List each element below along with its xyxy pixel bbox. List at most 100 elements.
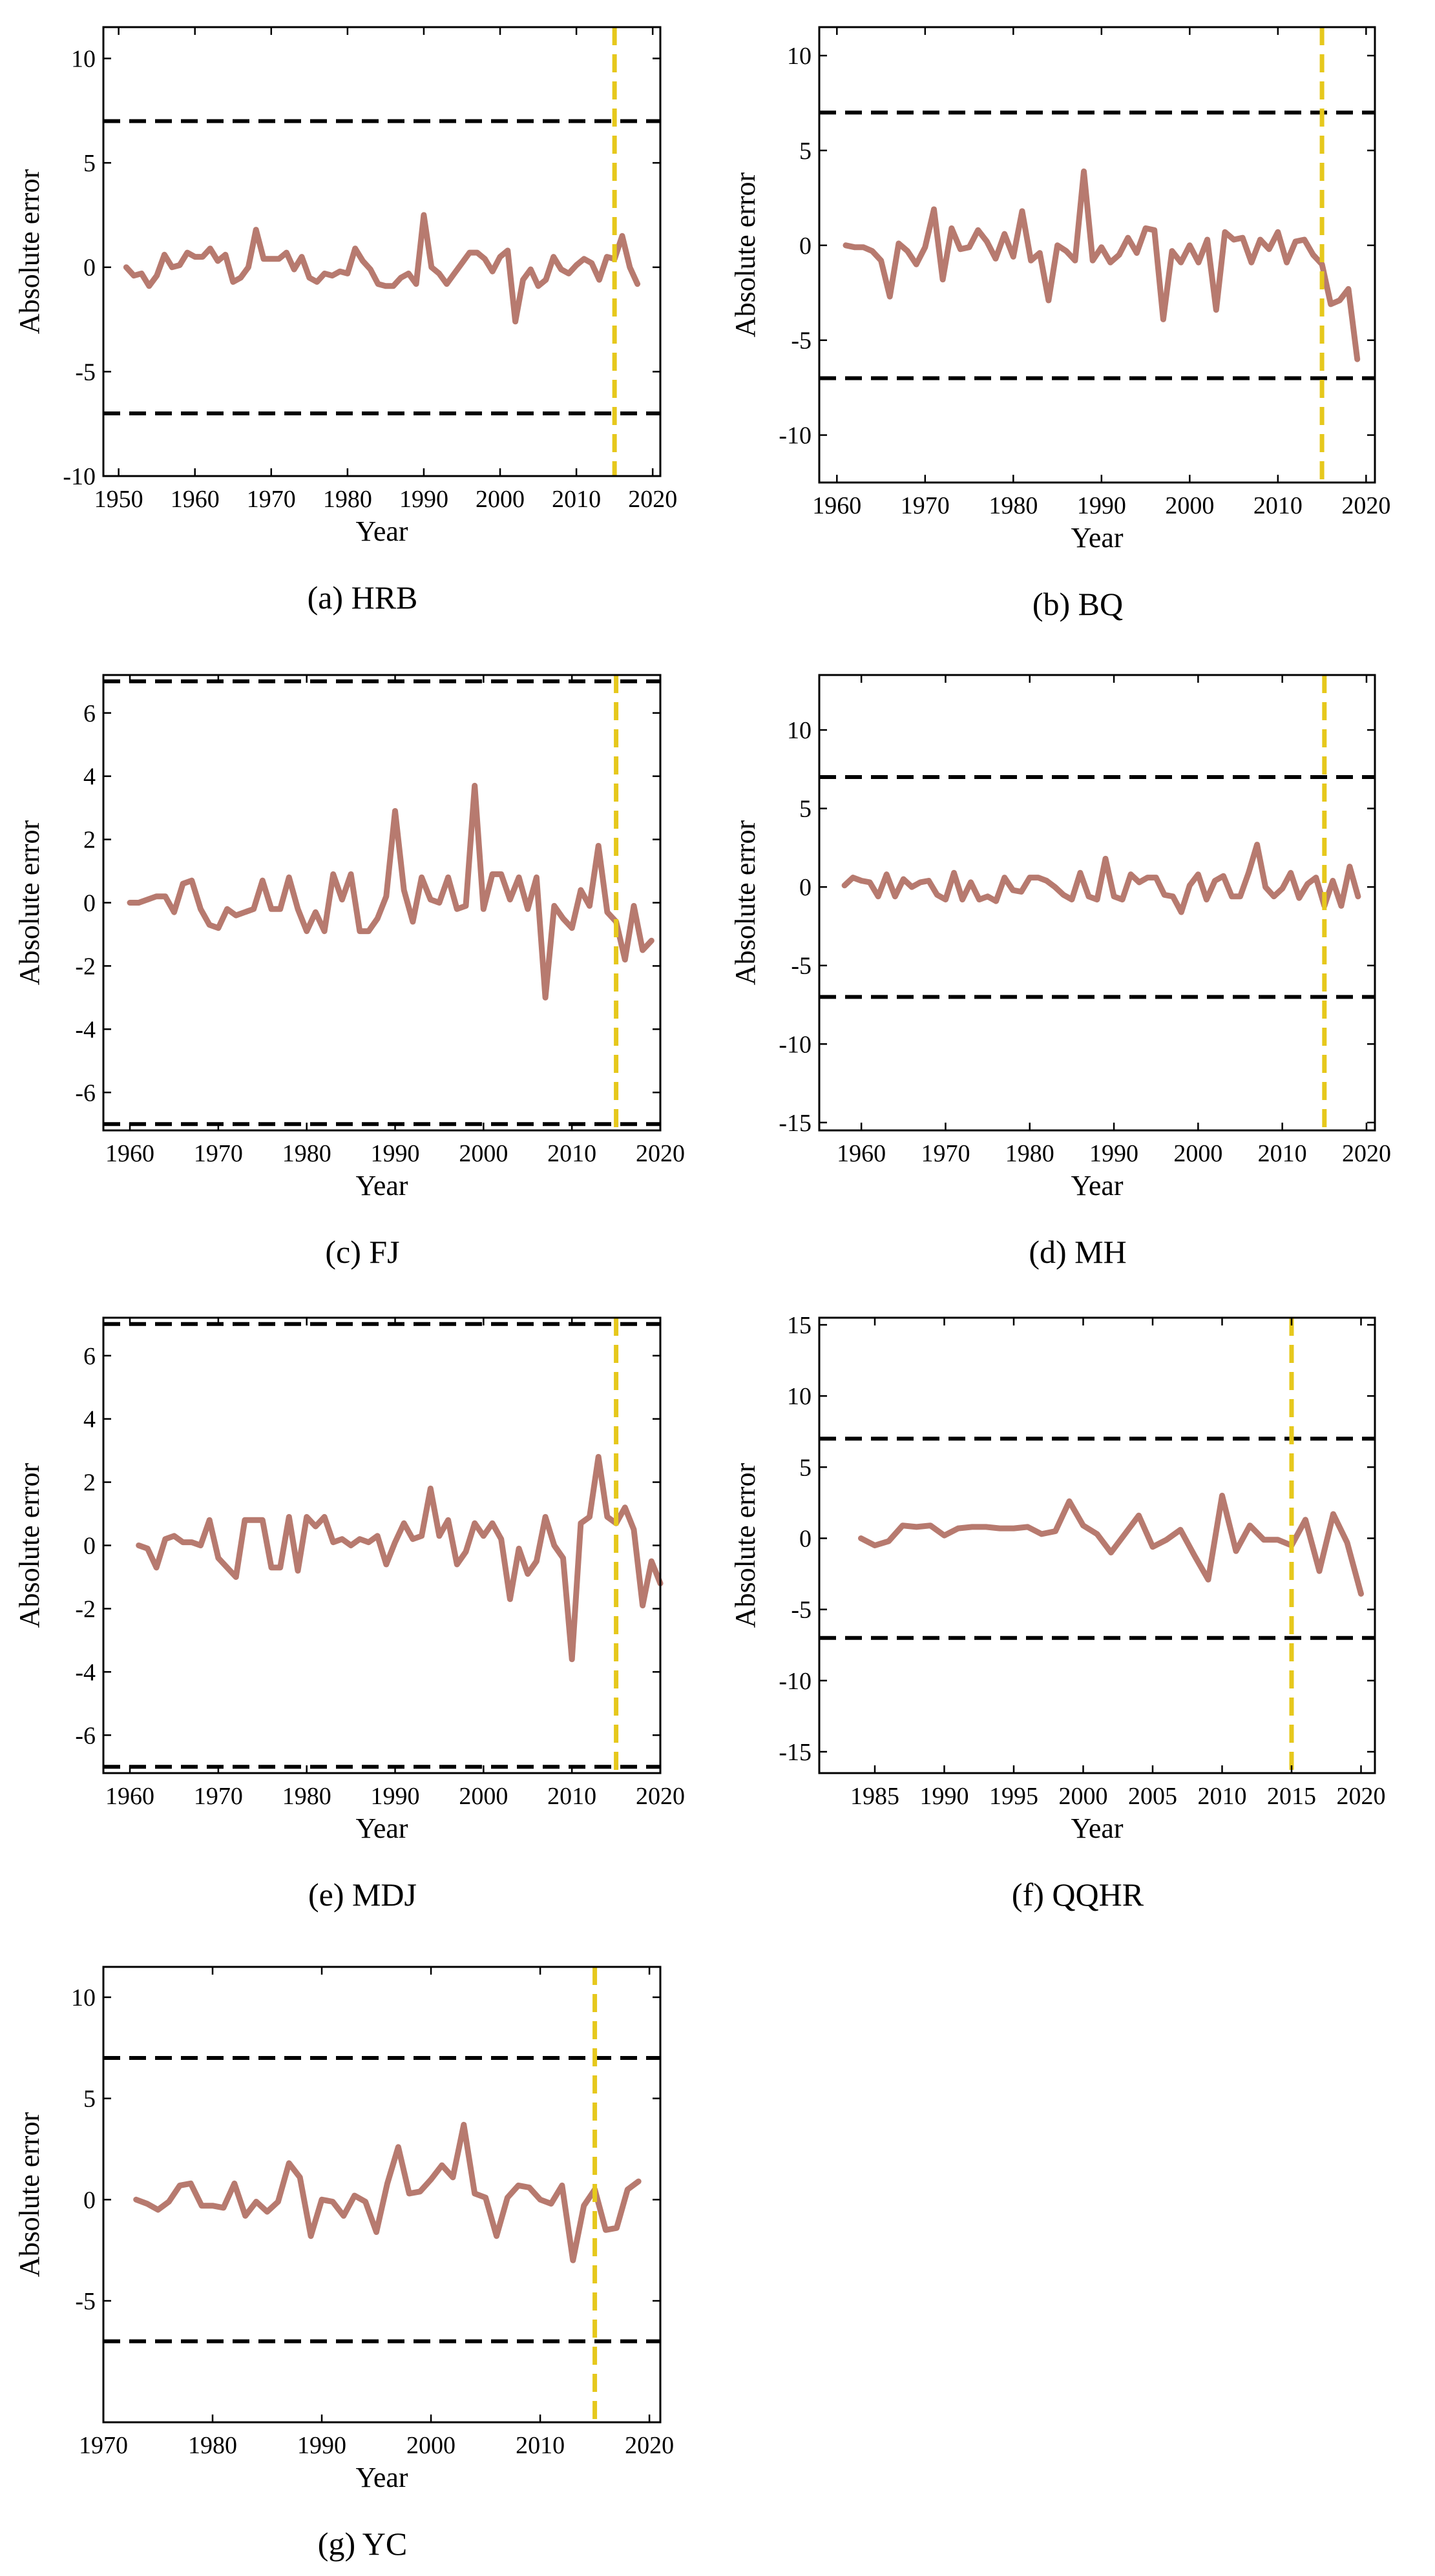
- y-tick-label: 0: [799, 1525, 812, 1552]
- x-tick-label: 2010: [547, 1783, 596, 1810]
- y-tick-label: 5: [83, 2086, 96, 2113]
- y-tick-label: 10: [787, 1383, 812, 1410]
- x-tick-label: 2020: [636, 1783, 685, 1810]
- y-tick-label: 2: [83, 1470, 96, 1497]
- x-tick-label: 1990: [920, 1783, 969, 1810]
- x-tick-label: 2000: [459, 1783, 508, 1810]
- x-tick-label: 1970: [901, 492, 950, 519]
- panel-b-bq: 1960 1970 1980 1990 2000 2010 2020 -10 -5 0 5 10 Yea…: [729, 26, 1390, 622]
- plot-frame: [818, 674, 1376, 1132]
- y-tick-label: -5: [791, 327, 812, 355]
- x-tick-label: 2020: [1342, 1140, 1391, 1167]
- x-tick-label: 1990: [1089, 1140, 1138, 1167]
- panel-g-yc: 1970 1980 1990 2000 2010 2020 -5 0 5 10 Year Absolu…: [14, 1966, 674, 2562]
- x-tick-label: 2020: [628, 486, 677, 513]
- x-tick-label: 1960: [812, 492, 861, 519]
- y-axis-label: Absolute error: [14, 1462, 45, 1628]
- x-tick-label: 1985: [850, 1783, 899, 1810]
- y-tick-label: 10: [71, 45, 96, 72]
- x-tick-label: 2020: [636, 1140, 685, 1167]
- y-tick-label: 5: [799, 138, 812, 165]
- panel-caption: (e) MDJ: [308, 1876, 417, 1913]
- y-tick-label: -4: [75, 1016, 96, 1043]
- x-tick-label: 2010: [552, 486, 601, 513]
- y-axis-label: Absolute error: [14, 169, 45, 334]
- y-axis-label: Absolute error: [14, 820, 45, 985]
- x-tick-label: 2010: [1198, 1783, 1247, 1810]
- panel-caption: (c) FJ: [325, 1234, 399, 1270]
- x-tick-label: 2000: [1059, 1783, 1108, 1810]
- y-tick-label: -2: [75, 953, 96, 980]
- y-axis-label: Absolute error: [729, 820, 761, 985]
- y-tick-label: -15: [779, 1110, 812, 1137]
- x-axis-label: Year: [355, 2462, 408, 2493]
- panel-caption: (g) YC: [318, 2526, 407, 2562]
- y-axis-label: Absolute error: [729, 1462, 761, 1628]
- y-tick-label: -6: [75, 1079, 96, 1106]
- series-line: [858, 1492, 1364, 1597]
- y-tick-label: 4: [83, 1406, 96, 1433]
- x-tick-label: 2010: [516, 2432, 565, 2459]
- y-tick-label: -10: [779, 1031, 812, 1058]
- plot-frame: [818, 26, 1376, 484]
- panel-caption: (b) BQ: [1032, 586, 1123, 622]
- x-tick-label: 2010: [1253, 492, 1303, 519]
- x-tick-label: 1980: [1005, 1140, 1054, 1167]
- x-tick-label: 1970: [921, 1140, 970, 1167]
- x-tick-label: 1995: [989, 1783, 1038, 1810]
- panel-caption: (a) HRB: [308, 579, 418, 616]
- y-tick-label: 5: [799, 1454, 812, 1481]
- y-tick-label: 5: [83, 150, 96, 177]
- series-line: [843, 168, 1361, 362]
- x-tick-label: 1980: [282, 1783, 331, 1810]
- y-tick-label: -10: [63, 463, 96, 490]
- x-tick-label: 1950: [94, 486, 143, 513]
- series-line: [133, 2121, 642, 2263]
- y-tick-label: 0: [83, 1533, 96, 1560]
- x-tick-label: 1970: [247, 486, 296, 513]
- x-axis-label: Year: [355, 515, 408, 547]
- series-line: [127, 782, 655, 1001]
- x-axis-label: Year: [355, 1170, 408, 1201]
- plot-frame: [102, 26, 662, 477]
- y-tick-label: 15: [787, 1312, 812, 1339]
- x-tick-label: 2000: [476, 486, 525, 513]
- x-tick-label: 1990: [371, 1783, 420, 1810]
- x-tick-label: 1980: [282, 1140, 331, 1167]
- x-axis-label: Year: [355, 1813, 408, 1844]
- y-tick-label: 6: [83, 700, 96, 727]
- x-tick-label: 1960: [105, 1783, 154, 1810]
- panel-caption: (d) MH: [1029, 1234, 1126, 1270]
- x-tick-label: 1980: [989, 492, 1038, 519]
- y-tick-label: 0: [799, 874, 812, 901]
- y-tick-label: 10: [787, 717, 812, 744]
- x-tick-label: 1970: [79, 2432, 128, 2459]
- series-line: [136, 1453, 664, 1663]
- plot-frame: [102, 1966, 662, 2424]
- y-tick-label: 10: [787, 43, 812, 70]
- x-axis-label: Year: [1071, 1170, 1123, 1201]
- x-tick-label: 2010: [547, 1140, 596, 1167]
- y-axis-label: Absolute error: [14, 2112, 45, 2277]
- x-tick-label: 1970: [194, 1140, 243, 1167]
- x-tick-label: 2015: [1267, 1783, 1316, 1810]
- y-tick-label: 5: [799, 796, 812, 823]
- panel-caption: (f) QQHR: [1012, 1876, 1144, 1913]
- x-tick-label: 1990: [1077, 492, 1126, 519]
- y-tick-label: 0: [83, 2186, 96, 2214]
- panel-a-hrb: 1950 1960 1970 1980 1990 2000 2010 2020 -10 -5 0 5 1…: [14, 26, 677, 616]
- x-axis-label: Year: [1071, 522, 1123, 554]
- y-tick-label: -5: [75, 2288, 96, 2315]
- y-tick-label: -10: [779, 1668, 812, 1695]
- series-line: [123, 212, 641, 325]
- x-tick-label: 1960: [837, 1140, 886, 1167]
- x-tick-label: 2020: [1341, 492, 1390, 519]
- panel-c-fj: 1960 1970 1980 1990 2000 2010 2020 -6 -4 -2 0 2 4 6 Ye…: [14, 674, 685, 1270]
- y-tick-label: -5: [791, 953, 812, 980]
- x-tick-label: 1970: [194, 1783, 243, 1810]
- x-axis-label: Year: [1071, 1813, 1123, 1844]
- x-tick-label: 2005: [1128, 1783, 1177, 1810]
- y-tick-label: 4: [83, 763, 96, 791]
- x-tick-label: 2000: [1165, 492, 1214, 519]
- plot-frame: [818, 1316, 1376, 1774]
